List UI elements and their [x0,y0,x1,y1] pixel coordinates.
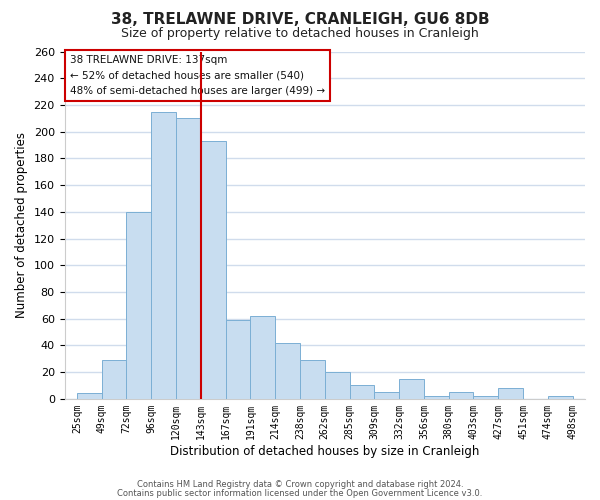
Bar [275,342,300,399]
Bar [250,316,275,399]
Bar [127,212,151,399]
Bar [226,320,250,399]
Bar [176,118,201,399]
Bar [374,392,399,399]
Bar [77,394,102,399]
Bar [424,396,449,399]
Bar [151,112,176,399]
Bar [473,396,498,399]
Text: Contains public sector information licensed under the Open Government Licence v3: Contains public sector information licen… [118,488,482,498]
Bar [350,386,374,399]
X-axis label: Distribution of detached houses by size in Cranleigh: Distribution of detached houses by size … [170,444,479,458]
Text: Contains HM Land Registry data © Crown copyright and database right 2024.: Contains HM Land Registry data © Crown c… [137,480,463,489]
Bar [300,360,325,399]
Bar [201,141,226,399]
Bar [449,392,473,399]
Bar [325,372,350,399]
Text: 38 TRELAWNE DRIVE: 137sqm
← 52% of detached houses are smaller (540)
48% of semi: 38 TRELAWNE DRIVE: 137sqm ← 52% of detac… [70,55,325,96]
Bar [548,396,572,399]
Bar [399,379,424,399]
Y-axis label: Number of detached properties: Number of detached properties [15,132,28,318]
Bar [102,360,127,399]
Text: Size of property relative to detached houses in Cranleigh: Size of property relative to detached ho… [121,28,479,40]
Text: 38, TRELAWNE DRIVE, CRANLEIGH, GU6 8DB: 38, TRELAWNE DRIVE, CRANLEIGH, GU6 8DB [110,12,490,28]
Bar [498,388,523,399]
